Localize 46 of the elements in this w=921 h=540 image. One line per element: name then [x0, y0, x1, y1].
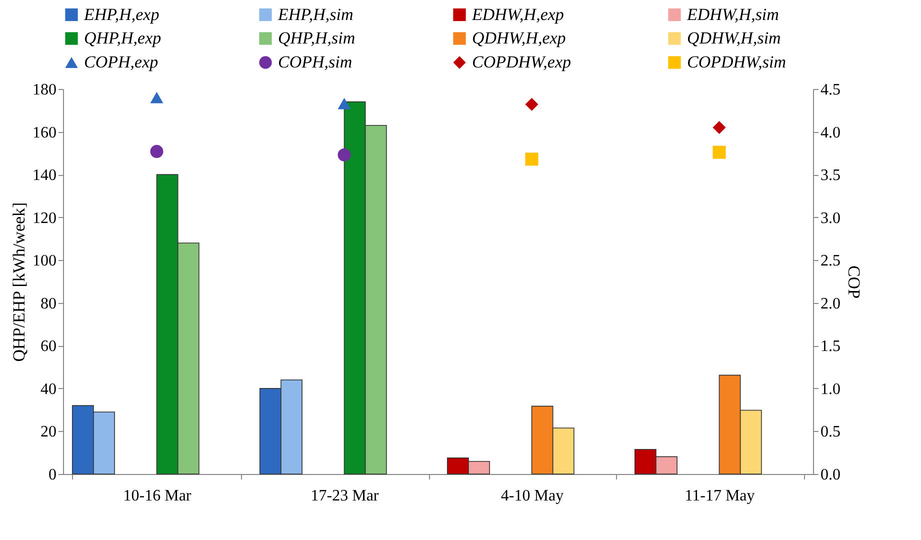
x-tick-label: 4-10 May	[500, 488, 564, 504]
legend-label: EDHW,H,exp	[471, 4, 564, 24]
legend-label: QHP,H,exp	[84, 28, 162, 48]
y-tick-label: 80	[40, 295, 56, 312]
point	[525, 152, 538, 166]
y-tick-label: 0	[48, 466, 56, 484]
y-tick-label: 120	[32, 210, 56, 227]
y-tick-label: 140	[32, 167, 56, 184]
legend-label: QDHW,H,sim	[687, 28, 781, 48]
legend-label: EHP,H,exp	[83, 4, 160, 24]
point	[525, 98, 538, 111]
legend-label: QHP,H,sim	[278, 28, 356, 48]
y-axis-title: QHP/EHP [kWh/week]	[10, 202, 28, 362]
y-tick-label: 20	[40, 424, 56, 441]
y2-tick-label: 1.5	[820, 338, 840, 356]
point	[338, 148, 351, 162]
x-tick-label: 10-16 Mar	[123, 488, 192, 504]
point	[712, 146, 726, 159]
point	[150, 144, 164, 158]
y2-tick-label: 4.0	[820, 124, 840, 142]
y2-tick-label: 1.0	[820, 380, 840, 398]
y-tick-label: 60	[40, 338, 56, 356]
y2-tick-label: 2.5	[820, 252, 840, 270]
y2-axis-title: COP	[844, 265, 864, 299]
y2-tick-label: 3.0	[820, 210, 840, 227]
x-tick-label: 17-23 Mar	[310, 488, 380, 504]
point	[338, 98, 351, 110]
y2-tick-label: 3.5	[820, 167, 840, 184]
legend-label: COPH,sim	[278, 52, 352, 72]
y-tick-label: 100	[32, 252, 56, 270]
legend-label: COPH,exp	[84, 52, 158, 72]
legend-label: EDHW,H,sim	[686, 4, 779, 24]
y-tick-label: 180	[32, 82, 56, 98]
y-tick-label: 160	[32, 124, 56, 142]
y2-tick-label: 4.5	[820, 82, 840, 98]
point	[150, 92, 164, 104]
y2-tick-label: 0.5	[820, 424, 840, 441]
point	[712, 120, 726, 134]
y-tick-label: 40	[40, 380, 56, 398]
y2-tick-label: 0.0	[820, 466, 840, 484]
y2-tick-label: 2.0	[820, 295, 840, 312]
legend-label: COPDHW,exp	[472, 52, 571, 72]
legend-label: EHP,H,sim	[277, 4, 354, 24]
legend-label: QDHW,H,exp	[472, 28, 566, 48]
legend-label: COPDHW,sim	[687, 52, 786, 72]
x-tick-label: 11-17 May	[684, 488, 755, 504]
